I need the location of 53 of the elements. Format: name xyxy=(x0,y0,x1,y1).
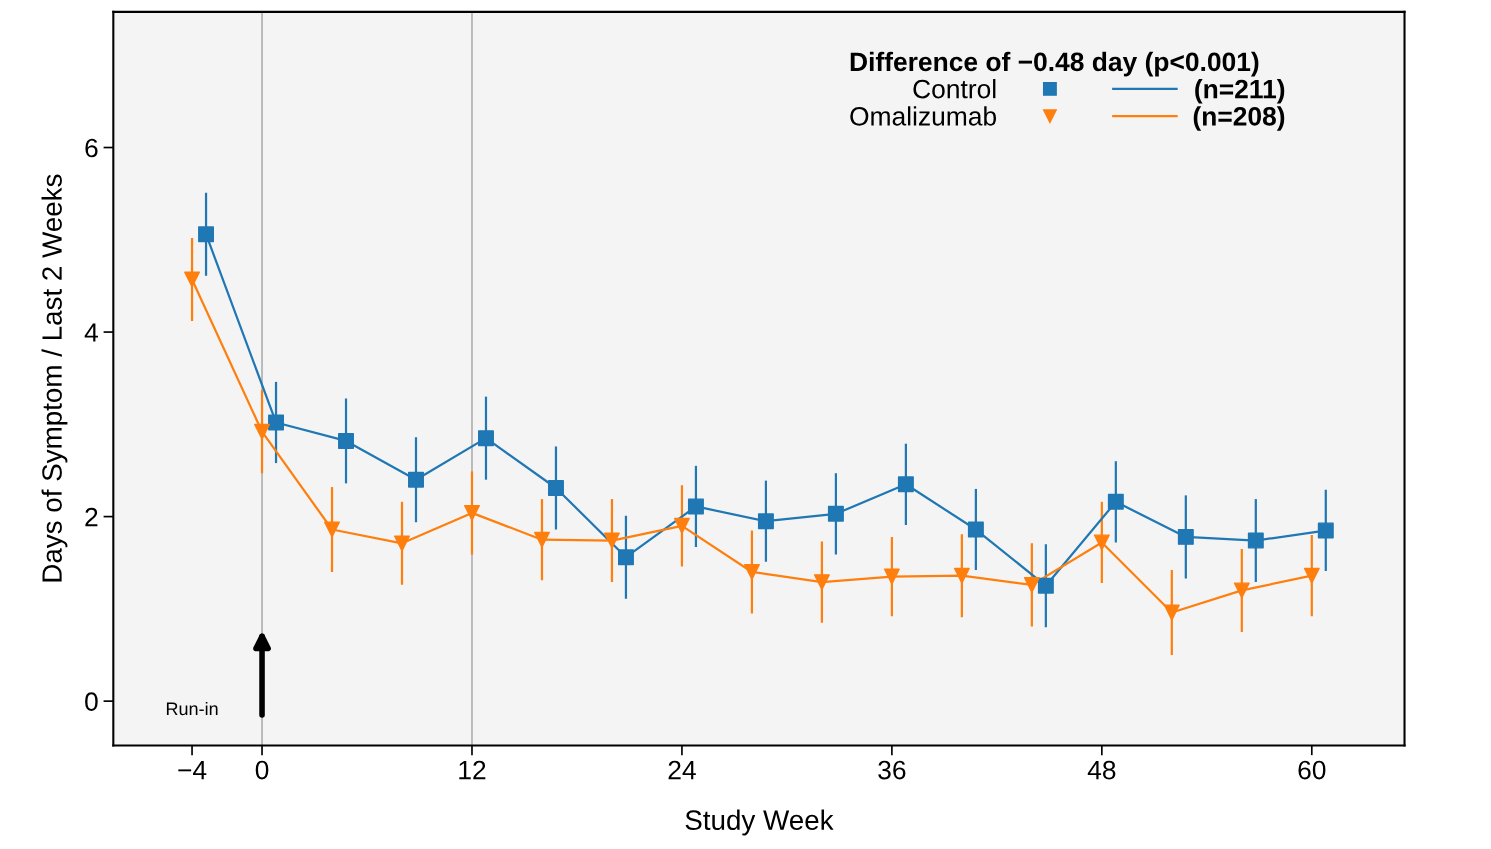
point xyxy=(897,476,914,493)
annotation: (n=211) xyxy=(1195,79,1285,104)
point xyxy=(1163,604,1180,621)
point xyxy=(687,498,704,515)
point xyxy=(1023,576,1040,593)
x-tick-label: 12 xyxy=(459,760,486,780)
annotation: (n=208) xyxy=(1193,106,1285,131)
y-tick-label: 2 xyxy=(85,507,98,527)
point xyxy=(757,513,774,530)
annotation: Run-in xyxy=(166,701,218,716)
y-axis-title: Days of Symptom / Last 2 Weeks xyxy=(41,174,68,582)
legend-label: Omalizumab xyxy=(850,106,997,126)
point xyxy=(533,531,550,548)
x-tick-label: 48 xyxy=(1087,760,1116,780)
point xyxy=(254,423,271,440)
point xyxy=(394,535,410,552)
point xyxy=(743,563,760,580)
legend-label: Control xyxy=(913,79,996,99)
point xyxy=(268,414,285,431)
point xyxy=(1247,532,1264,549)
point xyxy=(478,430,494,447)
point xyxy=(184,271,201,288)
point xyxy=(408,471,424,488)
x-tick-label: 24 xyxy=(668,760,696,780)
point xyxy=(967,521,984,538)
point xyxy=(338,432,354,449)
y-tick-label: 4 xyxy=(84,323,98,342)
point xyxy=(883,568,900,585)
point xyxy=(1177,528,1194,545)
point xyxy=(324,521,340,538)
point xyxy=(1107,493,1124,510)
point xyxy=(1303,567,1320,584)
point xyxy=(603,532,620,549)
point xyxy=(813,574,830,591)
x-tick-label: 60 xyxy=(1298,760,1326,780)
x-tick-label: 36 xyxy=(878,760,906,780)
point xyxy=(1233,582,1250,599)
point xyxy=(673,517,690,534)
point xyxy=(827,505,844,522)
point xyxy=(1093,534,1110,551)
x-axis-title: Study Week xyxy=(685,809,834,836)
legend-title: Difference of −0.48 day (p<0.001) xyxy=(850,51,1259,77)
point xyxy=(1317,522,1334,539)
y-tick-label: 0 xyxy=(85,692,98,711)
x-tick-label: −4 xyxy=(178,760,207,780)
point xyxy=(617,549,634,566)
point xyxy=(1037,577,1054,594)
point xyxy=(953,567,970,584)
x-tick-label: 0 xyxy=(255,760,269,780)
point xyxy=(547,480,564,496)
point xyxy=(464,504,480,521)
point xyxy=(198,226,215,243)
y-tick-label: 6 xyxy=(85,138,98,158)
